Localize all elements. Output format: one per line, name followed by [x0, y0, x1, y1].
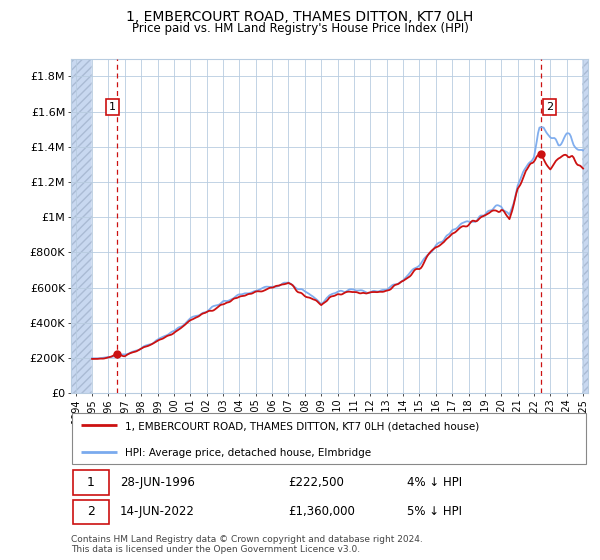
Text: 1, EMBERCOURT ROAD, THAMES DITTON, KT7 0LH: 1, EMBERCOURT ROAD, THAMES DITTON, KT7 0…	[127, 10, 473, 24]
Text: HPI: Average price, detached house, Elmbridge: HPI: Average price, detached house, Elmb…	[125, 448, 371, 458]
Text: 2: 2	[87, 505, 95, 519]
Text: 5% ↓ HPI: 5% ↓ HPI	[407, 505, 462, 519]
FancyBboxPatch shape	[73, 470, 109, 495]
Text: £1,360,000: £1,360,000	[288, 505, 355, 519]
Text: 1: 1	[109, 102, 116, 112]
Text: 1, EMBERCOURT ROAD, THAMES DITTON, KT7 0LH (detached house): 1, EMBERCOURT ROAD, THAMES DITTON, KT7 0…	[125, 422, 479, 431]
Text: Price paid vs. HM Land Registry's House Price Index (HPI): Price paid vs. HM Land Registry's House …	[131, 22, 469, 35]
Text: Contains HM Land Registry data © Crown copyright and database right 2024.
This d: Contains HM Land Registry data © Crown c…	[71, 535, 422, 554]
Text: 4% ↓ HPI: 4% ↓ HPI	[407, 476, 462, 489]
Text: 2: 2	[546, 102, 553, 112]
FancyBboxPatch shape	[73, 500, 109, 524]
Text: £222,500: £222,500	[288, 476, 344, 489]
Text: 14-JUN-2022: 14-JUN-2022	[120, 505, 195, 519]
Text: 1: 1	[87, 476, 95, 489]
FancyBboxPatch shape	[72, 413, 586, 464]
Text: 28-JUN-1996: 28-JUN-1996	[120, 476, 195, 489]
